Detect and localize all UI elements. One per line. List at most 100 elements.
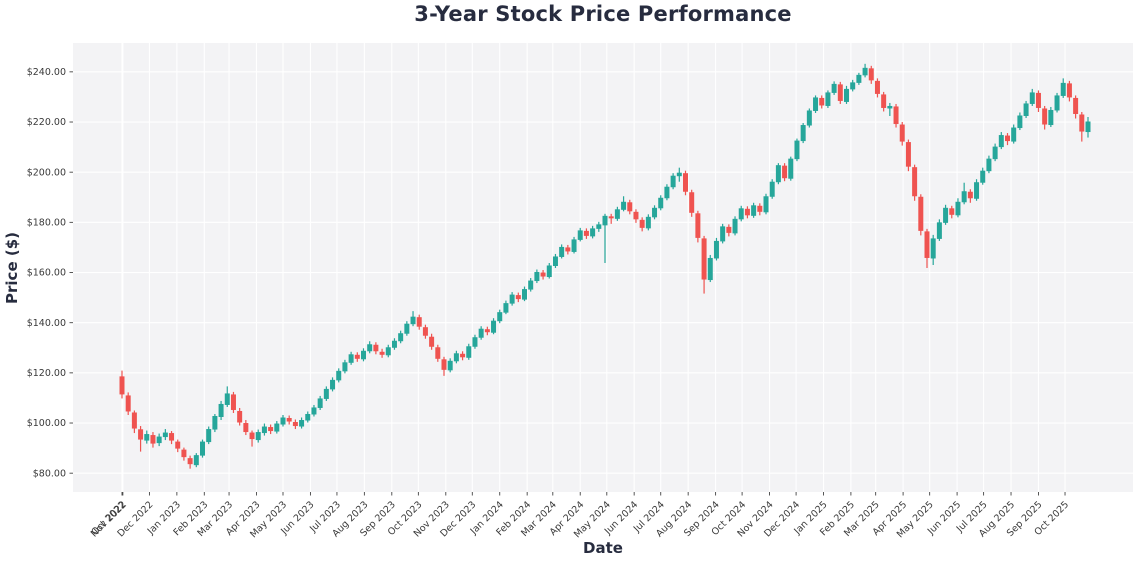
candle bbox=[621, 196, 627, 212]
candle bbox=[447, 358, 453, 373]
candle bbox=[441, 356, 447, 376]
candle bbox=[806, 108, 812, 128]
candle bbox=[416, 314, 422, 330]
candle bbox=[261, 423, 267, 436]
candle bbox=[794, 138, 800, 162]
candle bbox=[862, 63, 868, 78]
candle bbox=[367, 341, 373, 354]
candle bbox=[664, 184, 670, 201]
candle bbox=[1029, 88, 1035, 106]
candle bbox=[280, 414, 286, 427]
candle bbox=[893, 103, 899, 128]
candle bbox=[602, 213, 608, 263]
candle bbox=[125, 392, 131, 415]
candle bbox=[292, 419, 298, 430]
candle bbox=[695, 210, 701, 243]
candle bbox=[775, 163, 781, 185]
candle bbox=[305, 411, 311, 423]
candle bbox=[757, 203, 763, 216]
candle bbox=[967, 189, 973, 203]
candle bbox=[410, 311, 416, 327]
candle bbox=[1048, 106, 1054, 128]
candle bbox=[1005, 133, 1010, 146]
candle bbox=[881, 91, 887, 112]
candle bbox=[856, 72, 862, 85]
candle bbox=[472, 334, 478, 349]
candle bbox=[317, 395, 323, 410]
candle bbox=[831, 81, 837, 95]
y-tick-label: $160.00 bbox=[27, 268, 66, 279]
candle bbox=[949, 205, 955, 219]
candle bbox=[373, 342, 379, 355]
candle bbox=[992, 143, 998, 162]
candle bbox=[342, 359, 348, 374]
candle bbox=[162, 429, 168, 441]
candle bbox=[1023, 100, 1029, 119]
candle bbox=[850, 79, 856, 92]
candle bbox=[230, 391, 236, 413]
candle bbox=[404, 321, 410, 336]
candle bbox=[732, 216, 738, 236]
y-tick-label: $80.00 bbox=[33, 468, 66, 479]
candle bbox=[788, 156, 794, 181]
candle bbox=[738, 205, 744, 222]
candle bbox=[193, 453, 199, 468]
candle bbox=[336, 368, 342, 383]
candle bbox=[175, 439, 181, 453]
candle bbox=[255, 429, 261, 443]
candle bbox=[652, 205, 658, 220]
candle bbox=[565, 244, 571, 255]
candle bbox=[330, 377, 336, 392]
candle bbox=[509, 292, 515, 306]
candle bbox=[1079, 111, 1085, 142]
candle bbox=[974, 179, 980, 201]
candle bbox=[348, 351, 354, 365]
candle bbox=[398, 330, 404, 344]
candle bbox=[237, 407, 243, 426]
candle bbox=[460, 351, 466, 361]
candle bbox=[323, 386, 329, 401]
candle bbox=[131, 410, 137, 434]
candle bbox=[1042, 105, 1048, 130]
candle bbox=[763, 193, 769, 215]
y-tick-label: $200.00 bbox=[27, 167, 66, 178]
candle bbox=[361, 348, 366, 362]
candle bbox=[1017, 112, 1023, 131]
y-tick-label: $240.00 bbox=[27, 67, 66, 78]
candle bbox=[534, 269, 540, 284]
candle bbox=[422, 324, 428, 339]
candle bbox=[627, 199, 633, 215]
candle bbox=[596, 221, 602, 232]
candle bbox=[435, 344, 441, 362]
candle bbox=[726, 224, 732, 237]
candle bbox=[391, 338, 397, 350]
candle bbox=[268, 424, 274, 435]
candle bbox=[844, 85, 849, 104]
candle bbox=[825, 90, 831, 108]
candle bbox=[354, 352, 360, 362]
candle bbox=[540, 270, 546, 280]
candle bbox=[187, 455, 193, 469]
candle bbox=[614, 206, 620, 221]
candle bbox=[720, 223, 726, 244]
candle bbox=[943, 204, 949, 225]
candle bbox=[243, 420, 249, 436]
candle bbox=[429, 333, 435, 350]
candle bbox=[1060, 78, 1066, 98]
candle bbox=[212, 413, 218, 433]
candle bbox=[150, 432, 156, 448]
candle bbox=[930, 234, 936, 265]
y-tick-label: $120.00 bbox=[27, 368, 66, 379]
candle bbox=[200, 439, 205, 458]
candle bbox=[515, 292, 521, 303]
candle bbox=[453, 350, 459, 364]
candle bbox=[918, 194, 924, 236]
candle bbox=[955, 198, 961, 218]
candle bbox=[751, 202, 757, 218]
candle bbox=[484, 326, 490, 336]
candle bbox=[658, 195, 664, 211]
y-tick-label: $100.00 bbox=[27, 418, 66, 429]
